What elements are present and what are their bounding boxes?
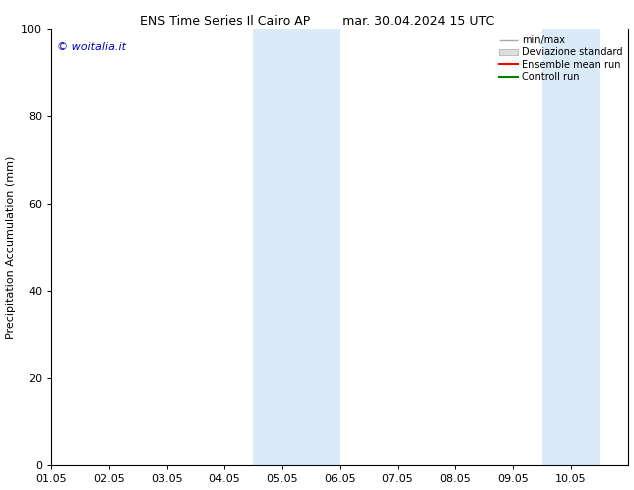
Text: ENS Time Series Il Cairo AP        mar. 30.04.2024 15 UTC: ENS Time Series Il Cairo AP mar. 30.04.2… bbox=[140, 15, 494, 28]
Legend: min/max, Deviazione standard, Ensemble mean run, Controll run: min/max, Deviazione standard, Ensemble m… bbox=[495, 31, 626, 86]
Bar bbox=[542, 29, 600, 465]
Bar bbox=[253, 29, 340, 465]
Y-axis label: Precipitation Accumulation (mm): Precipitation Accumulation (mm) bbox=[6, 156, 16, 339]
Text: © woitalia.it: © woitalia.it bbox=[57, 42, 126, 52]
